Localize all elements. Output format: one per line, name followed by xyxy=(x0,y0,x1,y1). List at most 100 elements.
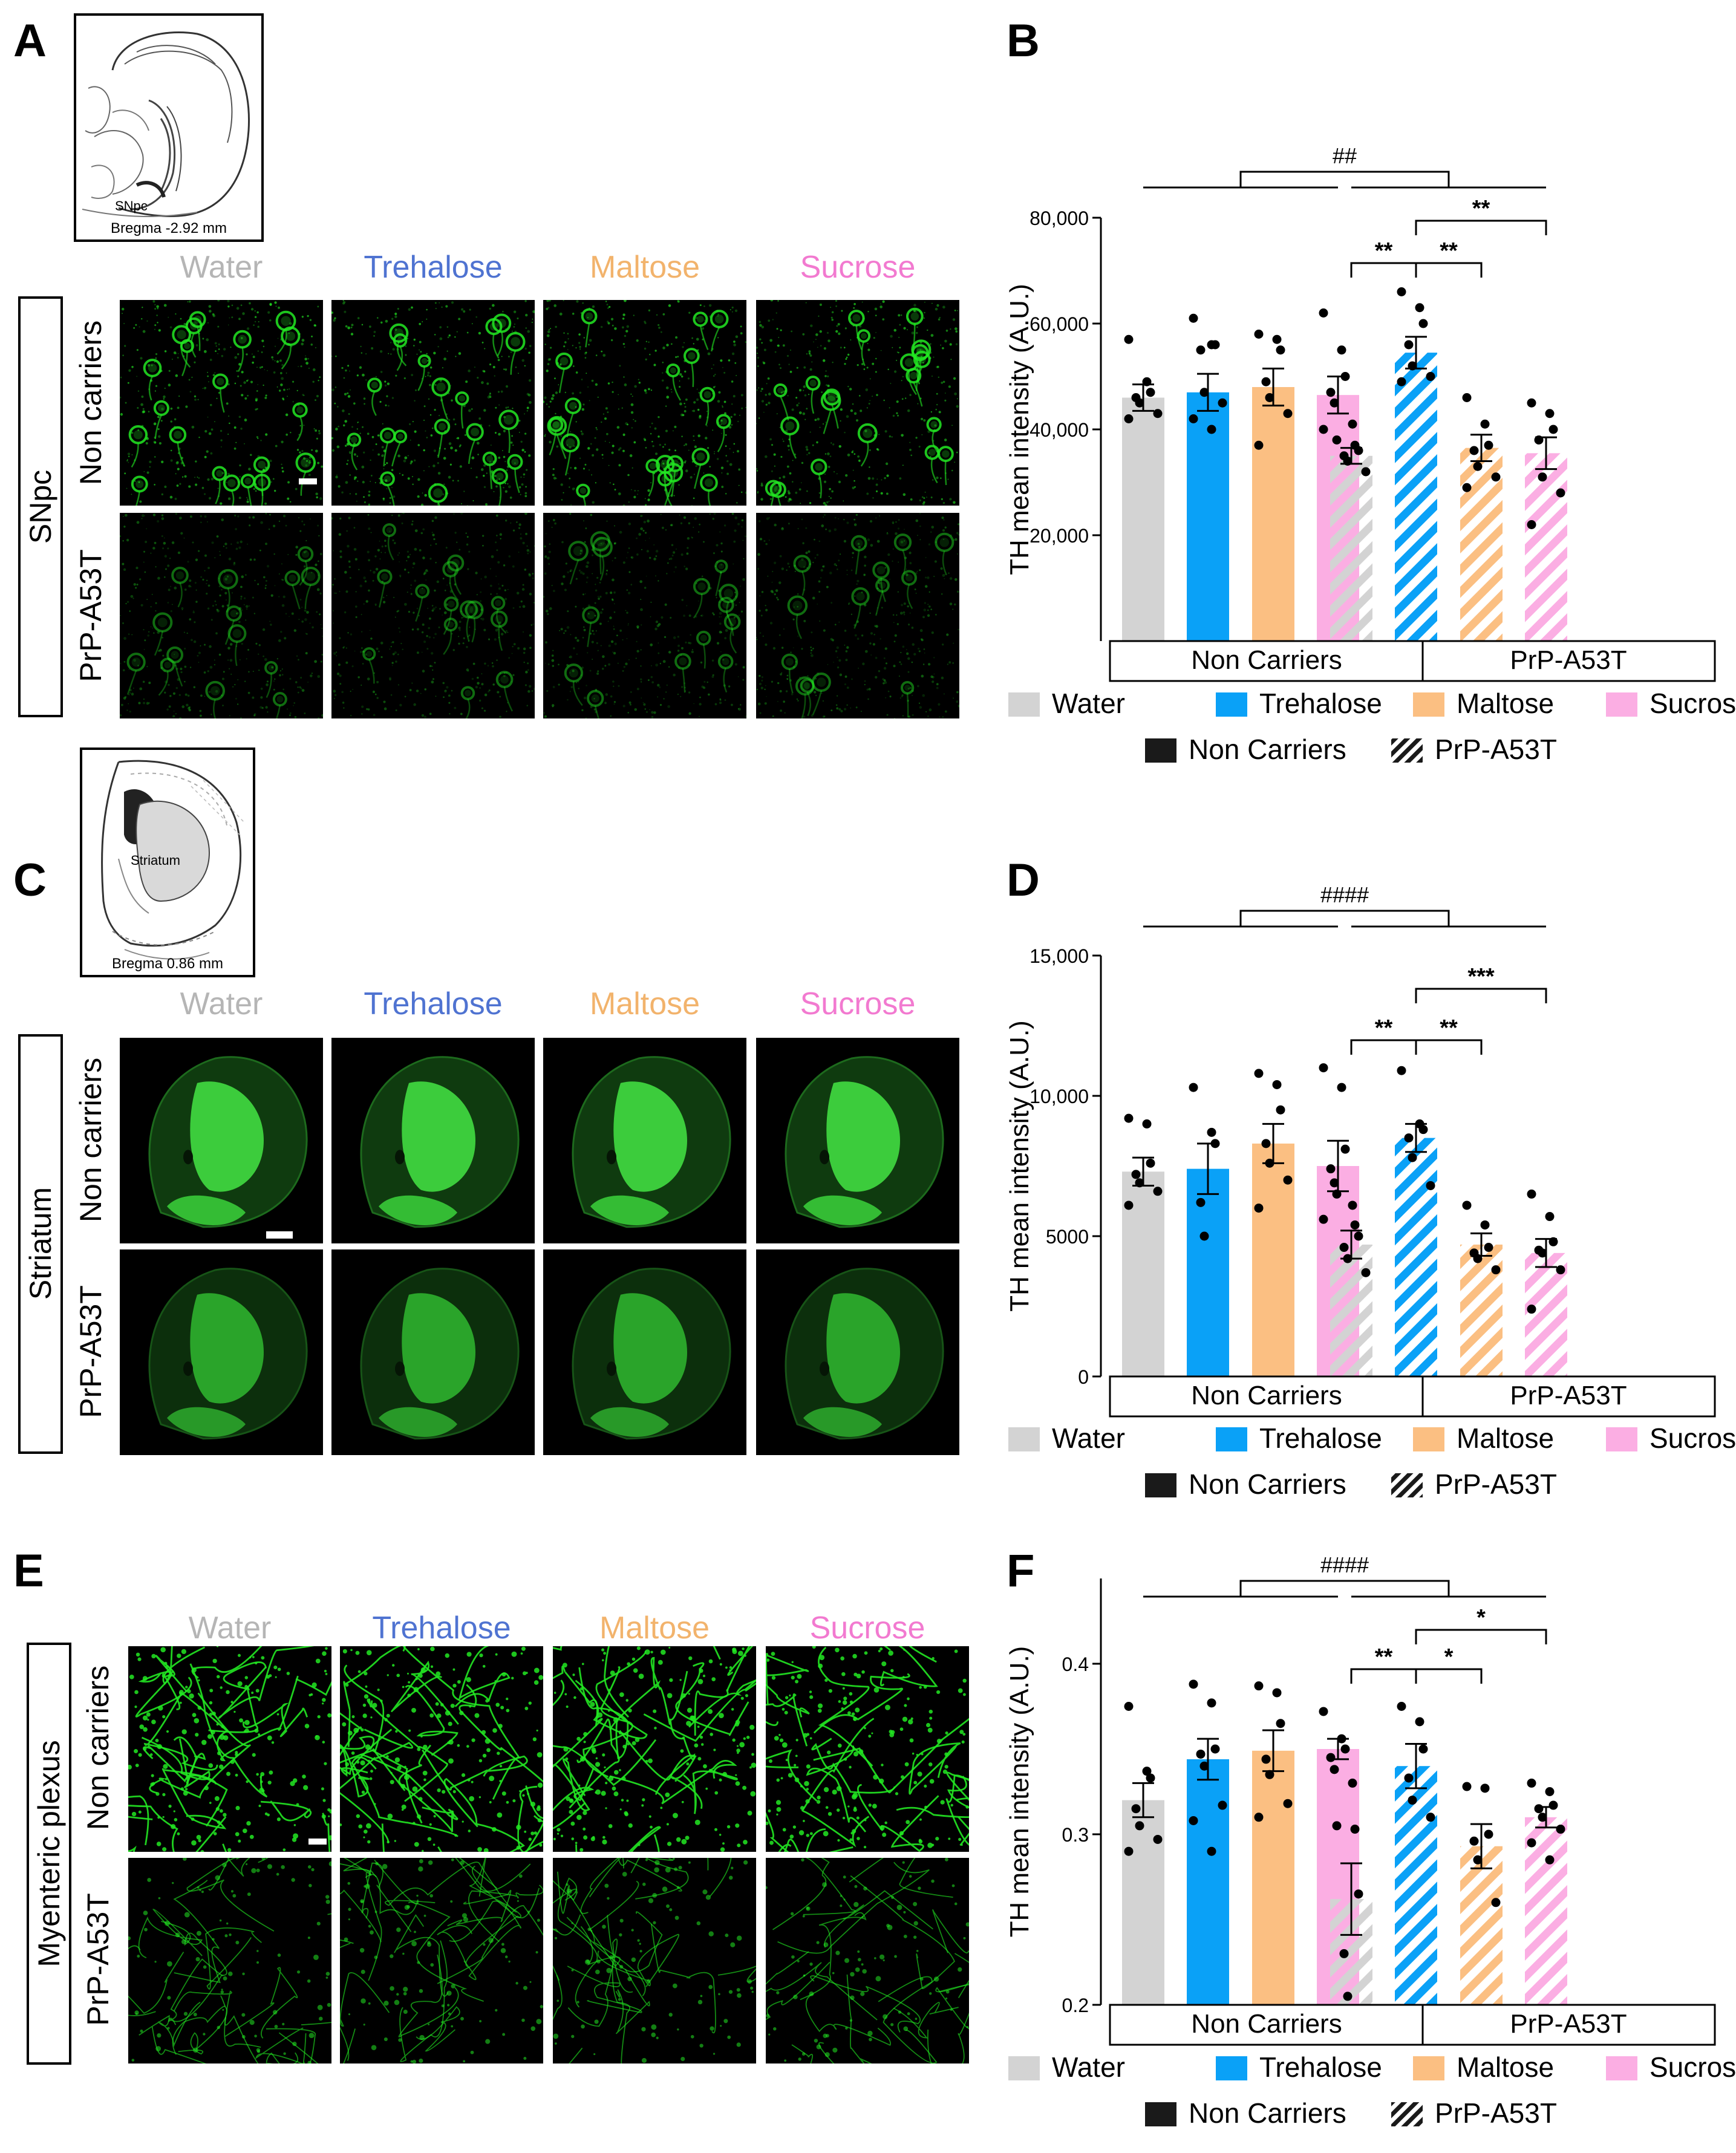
bar-prp-a53t-trehalose xyxy=(1395,353,1437,641)
data-point xyxy=(1538,1248,1547,1258)
column-header-water: Water xyxy=(180,250,263,285)
column-header-sucrose-c: Sucrose xyxy=(800,986,916,1021)
micrograph-snpc-prp-a53t-sucrose xyxy=(756,513,959,718)
data-point xyxy=(1484,1829,1493,1839)
bar-prp-a53t-maltose xyxy=(1460,1846,1503,2005)
bar-chart-b: 20,000 40,000 60,000 80,000 TH mean intensit… xyxy=(1005,143,1736,765)
panel-letter-f: F xyxy=(1007,1545,1035,1597)
data-point xyxy=(1538,472,1547,482)
micrograph-striatum-prp-a53t-trehalose xyxy=(331,1249,535,1455)
group-annotation: #### xyxy=(1320,882,1369,907)
bar-non-carriers-trehalose xyxy=(1187,1168,1229,1376)
column-header-maltose-e: Maltose xyxy=(599,1611,710,1646)
data-point xyxy=(1426,1813,1435,1822)
legend-label: PrP-A53T xyxy=(1435,2097,1557,2129)
y-tick-label: 60,000 xyxy=(1030,313,1089,335)
data-point xyxy=(1254,440,1264,450)
column-header-trehalose-e: Trehalose xyxy=(372,1611,511,1646)
micrograph-snpc-prp-a53t-maltose xyxy=(543,513,746,718)
group-label: PrP-A53T xyxy=(1510,1381,1627,1410)
legend-swatch-trehalose xyxy=(1216,692,1247,717)
data-point xyxy=(1491,1898,1501,1907)
column-header-sucrose: Sucrose xyxy=(800,250,916,285)
micrograph-plexus-non-carriers-maltose xyxy=(553,1646,756,1852)
data-point xyxy=(1484,440,1493,450)
bar-non-carriers-trehalose xyxy=(1187,392,1229,641)
data-point xyxy=(1538,1813,1547,1822)
data-point xyxy=(1131,1804,1141,1814)
legend-swatch-sucrose xyxy=(1606,692,1637,717)
y-tick-label: 0.2 xyxy=(1062,1995,1089,2016)
data-point xyxy=(1337,345,1346,355)
data-point xyxy=(1556,1265,1565,1275)
data-point xyxy=(1527,398,1536,408)
micrograph-plexus-prp-a53t-water xyxy=(128,1858,331,2063)
y-tick-label: 0 xyxy=(1078,1366,1089,1388)
micrograph-striatum-non-carriers-sucrose xyxy=(756,1038,959,1243)
legend-label: Sucrose xyxy=(1650,2051,1736,2083)
data-point xyxy=(1276,1105,1285,1115)
data-point xyxy=(1332,1189,1342,1199)
legend-label: Trehalose xyxy=(1259,688,1382,719)
data-point xyxy=(1350,1825,1360,1834)
panel-letter-a: A xyxy=(13,15,47,67)
data-point xyxy=(1545,1787,1555,1796)
data-point xyxy=(1348,419,1357,429)
y-tick-label: 40,000 xyxy=(1030,419,1089,441)
data-point xyxy=(1189,1679,1198,1689)
data-point xyxy=(1276,345,1285,355)
data-point xyxy=(1397,1066,1406,1075)
row-label-prp-a53t-c: PrP-A53T xyxy=(74,1285,108,1418)
significance-bracket xyxy=(1415,988,1547,1003)
y-tick-label: 0.3 xyxy=(1062,1824,1089,1846)
data-point xyxy=(1272,1688,1282,1698)
data-point xyxy=(1415,1717,1424,1727)
data-point xyxy=(1254,330,1264,339)
micrograph-striatum-prp-a53t-water xyxy=(120,1249,323,1455)
bar-prp-a53t-water xyxy=(1330,1244,1372,1376)
micrograph-texture xyxy=(766,1646,969,1852)
data-point xyxy=(1135,1821,1144,1831)
panel-letter-e: E xyxy=(13,1545,44,1597)
micrograph-plexus-non-carriers-sucrose xyxy=(766,1646,969,1852)
micrograph-snpc-prp-a53t-water xyxy=(120,513,323,718)
micrograph-texture xyxy=(553,1858,756,2063)
data-point xyxy=(1337,1083,1346,1092)
error-bar xyxy=(1405,1743,1427,1790)
data-point xyxy=(1462,483,1472,492)
data-point xyxy=(1339,1243,1349,1252)
data-point xyxy=(1283,1799,1293,1808)
data-point xyxy=(1426,372,1435,381)
data-point xyxy=(1319,1063,1328,1073)
data-point xyxy=(1218,398,1227,408)
data-point xyxy=(1124,1702,1134,1711)
data-point xyxy=(1189,1083,1198,1092)
data-point xyxy=(1210,1744,1220,1754)
data-point xyxy=(1348,1200,1357,1210)
micrograph-texture xyxy=(766,1858,969,2063)
legend-label: Water xyxy=(1052,1422,1125,1454)
data-point xyxy=(1272,1080,1282,1089)
data-point xyxy=(1473,461,1483,471)
micrograph-plexus-prp-a53t-maltose xyxy=(553,1858,756,2063)
data-point xyxy=(1330,1178,1339,1188)
data-point xyxy=(1337,1734,1346,1744)
data-point xyxy=(1404,1773,1414,1783)
legend-swatch-water xyxy=(1008,1427,1040,1451)
data-point xyxy=(1196,1197,1206,1207)
data-point xyxy=(1462,393,1472,402)
y-tick-label: 5000 xyxy=(1046,1226,1089,1248)
significance-label: ** xyxy=(1375,1644,1393,1670)
data-point xyxy=(1124,1846,1134,1856)
legend-swatch-maltose xyxy=(1413,1427,1444,1451)
micrograph-texture xyxy=(120,300,323,506)
micrograph-texture xyxy=(553,1646,756,1852)
legend-swatch-maltose xyxy=(1413,692,1444,717)
group-box xyxy=(1109,640,1716,682)
micrograph-plexus-non-carriers-water xyxy=(128,1646,331,1852)
legend-label: Non Carriers xyxy=(1189,734,1346,765)
error-bar xyxy=(1340,1862,1362,1936)
data-point xyxy=(1332,435,1342,445)
data-point xyxy=(1418,1125,1428,1135)
y-tick-label: 20,000 xyxy=(1030,525,1089,547)
